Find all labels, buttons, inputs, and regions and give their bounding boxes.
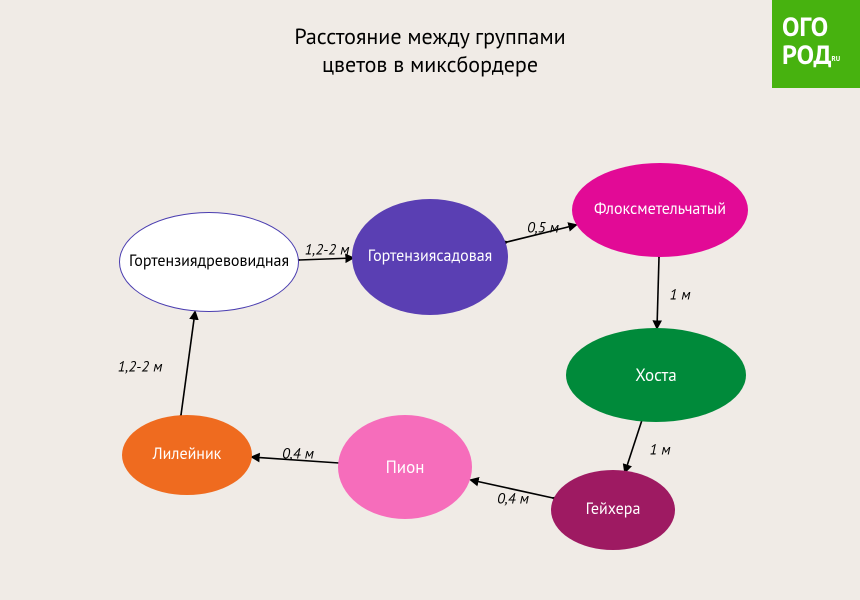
edge-label-gort_drev-gort_sad: 1,2-2 м	[305, 241, 350, 260]
title-line-2: цветов в миксбордере	[322, 51, 538, 79]
edge-phlox-hosta	[657, 257, 659, 328]
node-hosta: Хоста	[566, 328, 746, 422]
logo-line-1: ОГО	[782, 14, 860, 42]
node-geykhera: Гейхера	[551, 470, 675, 550]
edge-label-phlox-hosta: 1 м	[669, 286, 690, 305]
edge-lileynik-gort_drev	[181, 312, 195, 415]
edge-hosta-geykhera	[625, 420, 642, 472]
edge-label-geykhera-pion: 0,4 м	[497, 490, 529, 509]
diagram-title: Расстояние между группами цветов в миксб…	[0, 24, 860, 79]
node-gort_drev: Гортензиядревовидная	[119, 212, 299, 312]
edge-label-gort_sad-phlox: 0,5 м	[527, 219, 559, 238]
brand-logo: ОГО РОДRU	[772, 0, 860, 88]
edge-label-lileynik-gort_drev: 1,2-2 м	[118, 358, 163, 377]
diagram-canvas: Расстояние между группами цветов в миксб…	[0, 0, 860, 600]
node-pion: Пион	[338, 415, 472, 519]
edge-label-hosta-geykhera: 1 м	[649, 441, 670, 460]
logo-line-2: РОДRU	[782, 42, 860, 70]
node-lileynik: Лилейник	[122, 415, 252, 495]
node-phlox: Флоксметельчатый	[572, 163, 748, 257]
node-gort_sad: Гортензиясадовая	[352, 199, 508, 315]
title-line-1: Расстояние между группами	[294, 23, 565, 51]
edge-label-pion-lileynik: 0,4 м	[282, 445, 314, 464]
